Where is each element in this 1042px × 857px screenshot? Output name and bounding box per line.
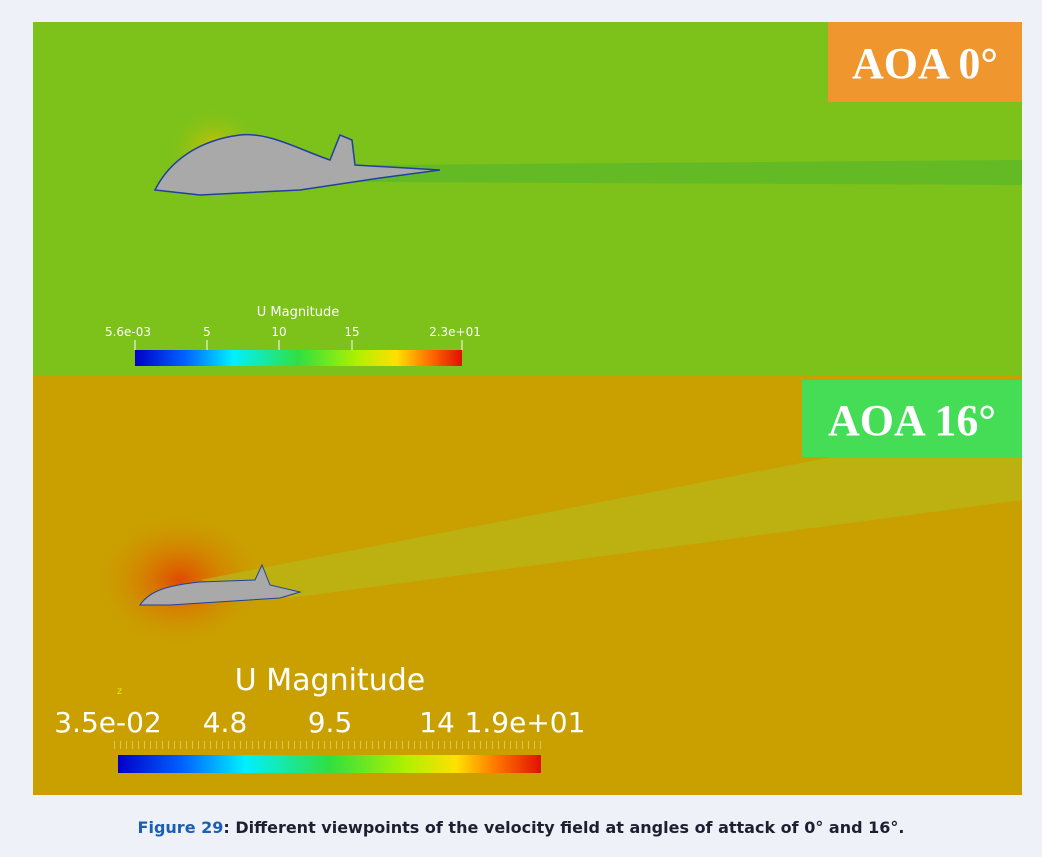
- tick-label: 9.5: [308, 706, 353, 739]
- tick-label: 4.8: [203, 706, 248, 739]
- caption: Figure 29: Different viewpoints of the v…: [0, 818, 1042, 837]
- tick-label: 5.6e-03: [105, 325, 151, 339]
- tick-label: 14: [419, 706, 455, 739]
- figure-number: Figure 29: [138, 818, 224, 837]
- figure-image: AOA 0° U Magnitude 5.6e-03 5 10 15 2.3e+01 A…: [0, 0, 1042, 800]
- tick-label: 10: [271, 325, 286, 339]
- colorbar-ticks: 3.5e-02 4.8 9.5 14 1.9e+01: [54, 706, 585, 739]
- tick-label: 5: [203, 325, 211, 339]
- tick-label: 15: [344, 325, 359, 339]
- tick-label: 3.5e-02: [54, 706, 162, 739]
- panel-label: AOA 0°: [852, 39, 998, 88]
- page: AOA 0° U Magnitude 5.6e-03 5 10 15 2.3e+01 A…: [0, 0, 1042, 857]
- colorbar: [135, 350, 462, 366]
- colorbar-title: U Magnitude: [235, 663, 425, 698]
- axis-label: z: [117, 686, 122, 697]
- colorbar: [118, 755, 541, 773]
- tick-label: 1.9e+01: [465, 706, 586, 739]
- panel-label: AOA 16°: [828, 396, 996, 445]
- tick-label: 2.3e+01: [429, 325, 481, 339]
- colorbar-title: U Magnitude: [257, 305, 340, 320]
- caption-text: : Different viewpoints of the velocity f…: [223, 818, 904, 837]
